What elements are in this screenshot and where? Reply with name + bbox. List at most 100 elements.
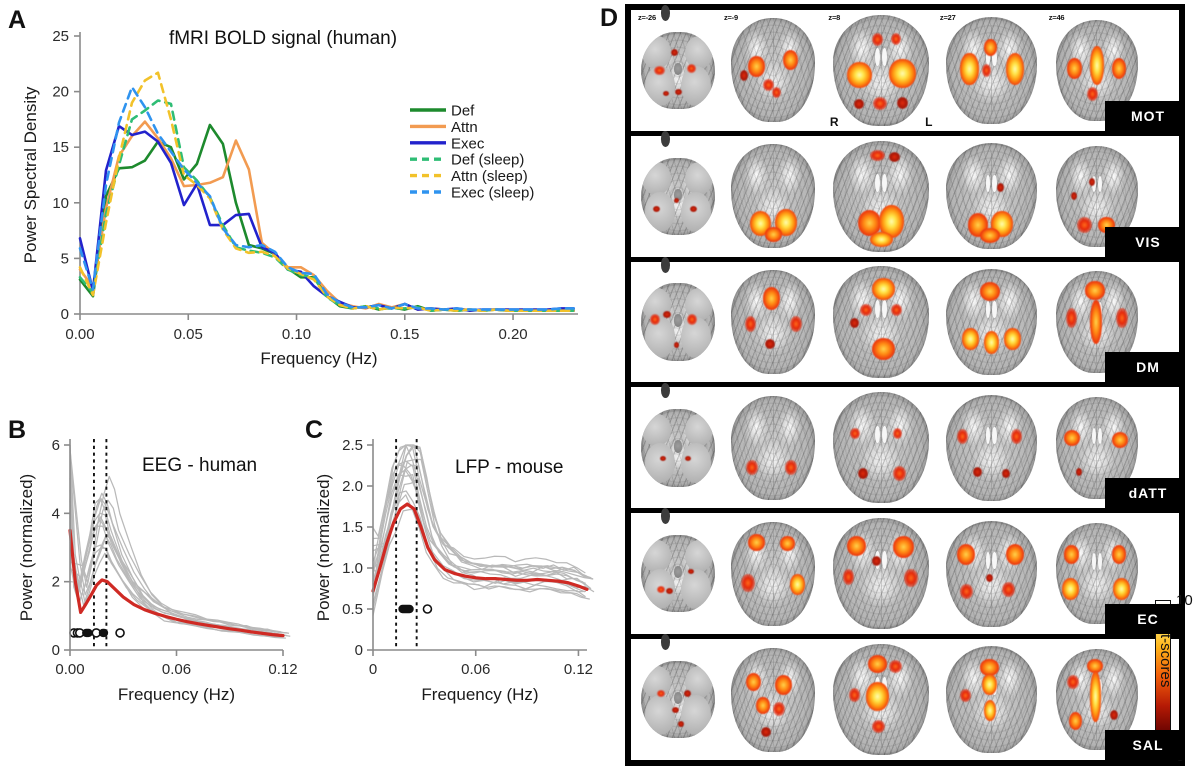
panel-c-individual-trace xyxy=(372,460,586,584)
activation-blob xyxy=(771,87,781,99)
panel-c-ytick: 0.5 xyxy=(342,601,363,618)
activation-blob xyxy=(871,32,884,46)
brain-slice-sal-3 xyxy=(937,639,1046,760)
cerebellar-lobe xyxy=(642,665,671,698)
cerebellar-lobe xyxy=(680,694,711,736)
activation-blob xyxy=(688,569,695,575)
activation-blob xyxy=(982,64,992,77)
activation-blob xyxy=(663,311,671,319)
ventricle xyxy=(875,174,881,192)
network-label-mot: MOT xyxy=(1105,100,1185,131)
activation-blob xyxy=(1065,307,1078,329)
panel-a-title: fMRI BOLD signal (human) xyxy=(169,28,397,49)
activation-blob xyxy=(1005,53,1025,86)
midline xyxy=(990,403,992,493)
cerebellar-lobe xyxy=(642,36,671,69)
slice-strip xyxy=(631,256,1179,383)
brain-slice-mot-0: z=-26 xyxy=(635,5,721,131)
midline xyxy=(1096,153,1098,239)
midline xyxy=(772,530,774,618)
activation-blob xyxy=(657,690,665,698)
activation-blob xyxy=(960,53,979,86)
ventricle xyxy=(985,174,991,192)
activation-blob xyxy=(892,427,903,439)
panel-a-xtick: 0.00 xyxy=(65,326,94,343)
activation-blob xyxy=(846,61,872,89)
brain-slice-ec-1 xyxy=(721,513,825,634)
ventricle xyxy=(1091,553,1096,570)
panel-b-xtick: 0.12 xyxy=(268,661,297,678)
midline xyxy=(772,404,774,492)
activation-blob xyxy=(1062,577,1079,601)
brain-row-sal: SAL xyxy=(631,634,1185,760)
activation-blob xyxy=(748,55,765,77)
panel-b-xtick: 0.06 xyxy=(162,661,191,678)
midline xyxy=(772,152,774,240)
activation-blob xyxy=(1005,543,1025,566)
activation-blob xyxy=(1075,468,1083,477)
ventricle xyxy=(1097,553,1102,570)
activation-blob xyxy=(657,586,665,594)
activation-blob xyxy=(1116,307,1128,329)
activation-blob xyxy=(873,97,887,111)
activation-blob xyxy=(846,535,866,556)
ventricle xyxy=(1097,427,1102,444)
slice-strip xyxy=(631,382,1179,508)
activation-blob xyxy=(663,90,670,96)
panel-a-legend-label: Attn xyxy=(451,119,478,136)
activation-blob xyxy=(763,78,774,92)
activation-blob xyxy=(666,587,673,594)
panel-c-individual-trace xyxy=(372,464,583,584)
brain-axial-slice xyxy=(731,18,815,123)
activation-blob xyxy=(854,99,864,110)
panel-c-ytick: 2.0 xyxy=(342,478,363,495)
brain-slice-ec-2 xyxy=(825,513,937,634)
activation-blob xyxy=(850,317,860,328)
brain-axial-slice xyxy=(641,283,715,361)
brain-axial-slice xyxy=(833,140,930,252)
panel-c-individual-trace xyxy=(372,494,586,599)
activation-blob xyxy=(1113,577,1130,601)
activation-blob xyxy=(871,719,885,733)
brain-row-vis: VIS xyxy=(631,131,1185,257)
activation-blob xyxy=(779,536,795,551)
activation-blob xyxy=(764,227,782,242)
panel-b-ytick: 0 xyxy=(52,642,60,659)
panel-letter-a: A xyxy=(8,6,27,34)
activation-blob xyxy=(871,337,895,360)
brain-axial-slice xyxy=(641,535,715,613)
panel-a-xtick: 0.15 xyxy=(390,326,419,343)
midline xyxy=(772,655,774,744)
brain-slice-datt-1 xyxy=(721,387,825,508)
activation-blob xyxy=(871,555,882,566)
panel-b-mean-trace xyxy=(68,528,285,638)
brain-axial-slice xyxy=(1055,271,1138,373)
brain-slice-datt-0 xyxy=(635,382,721,508)
brain-row-ec: EC xyxy=(631,508,1185,635)
panel-a-chart: 0 5 10 15 20 25 0.00 0.05 0.10 0.15 0.20 Frequency … xyxy=(21,28,578,368)
midline xyxy=(1096,405,1098,491)
midline xyxy=(880,23,882,118)
activation-blob xyxy=(783,49,799,71)
ventricle xyxy=(992,174,997,192)
activation-blob xyxy=(860,304,872,317)
brain-axial-slice xyxy=(833,392,930,504)
activation-blob xyxy=(1004,328,1021,350)
midline xyxy=(772,278,774,366)
network-label-sal: SAL xyxy=(1105,729,1185,760)
brain-slice-sal-0 xyxy=(635,634,721,760)
activation-blob xyxy=(1070,192,1078,201)
cerebellar-lobe xyxy=(685,162,714,195)
brain-slice-vis-0 xyxy=(635,131,721,257)
activation-blob xyxy=(689,205,698,213)
brain-slice-ec-0 xyxy=(635,508,721,634)
activation-blob xyxy=(1090,671,1101,722)
brainstem xyxy=(673,314,683,327)
cerebellar-lobe xyxy=(680,191,711,232)
activation-blob xyxy=(1064,545,1079,564)
ventricle xyxy=(985,300,991,318)
activation-blob xyxy=(660,455,667,462)
ventricle xyxy=(1097,175,1102,193)
activation-blob xyxy=(1090,299,1102,345)
